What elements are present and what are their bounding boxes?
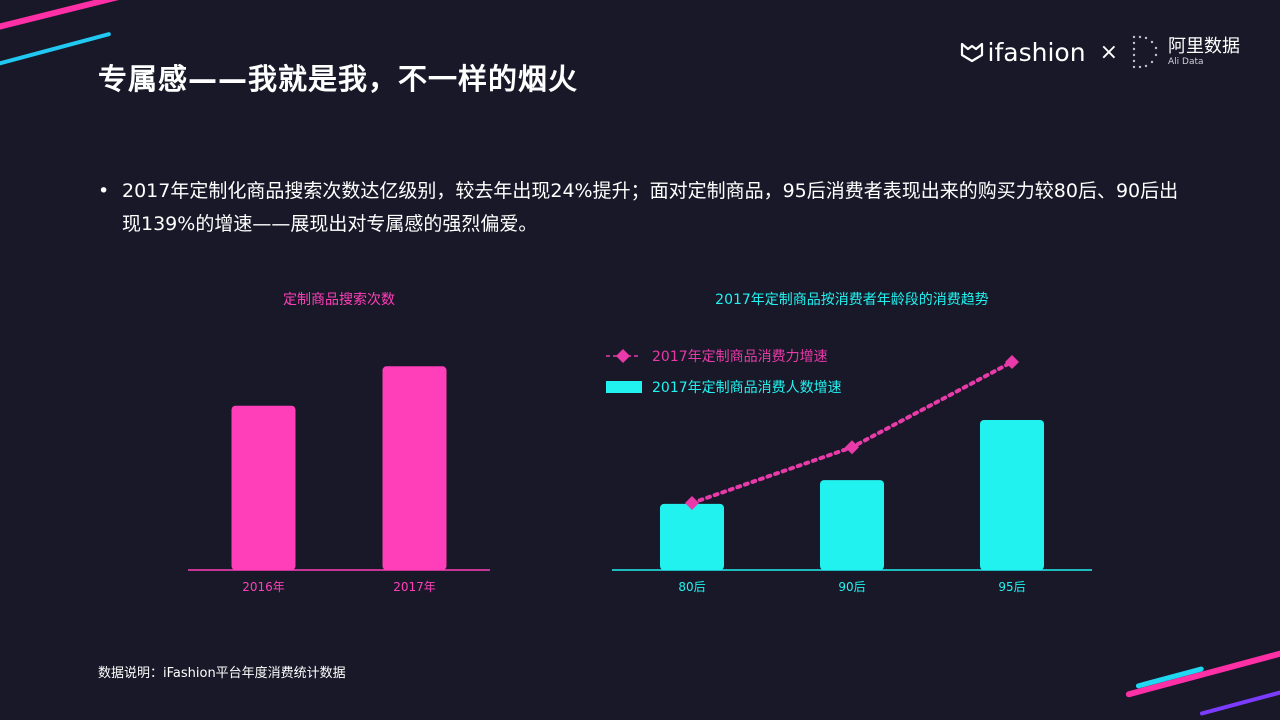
- ali-data-d-icon: [1132, 35, 1158, 69]
- decor-stripe-cyan-top: [0, 31, 112, 68]
- chart2-line-point-95后: [1005, 355, 1019, 369]
- summary-bullet: • 2017年定制化商品搜索次数达亿级别，较去年出现24%提升；面对定制商品，9…: [98, 175, 1188, 241]
- ali-data-name: 阿里数据: [1168, 36, 1240, 57]
- ifashion-cat-icon: [960, 42, 983, 63]
- decor-stripe-purple-bottom: [1199, 688, 1280, 716]
- chart2-line-point-80后: [685, 496, 699, 510]
- collab-times-icon: ×: [1099, 39, 1118, 65]
- legend-bar-label: 2017年定制商品消费人数增速: [652, 380, 842, 396]
- chart2-bar-80后: [660, 503, 724, 570]
- ifashion-brand-text: ifashion: [987, 37, 1086, 67]
- chart2-tick-label: 80后: [678, 580, 705, 594]
- chart1-tick-label: 2016年: [242, 580, 285, 594]
- chart2-line-point-90后: [845, 440, 859, 455]
- chart1-title: 定制商品搜索次数: [283, 292, 395, 308]
- legend-line-label: 2017年定制商品消费力增速: [652, 349, 828, 365]
- chart2-bar-95后: [980, 420, 1044, 570]
- decor-stripe-pink-top: [0, 0, 185, 32]
- brand-logo: ifashion × 阿里数据 Ali Data: [960, 30, 1240, 74]
- summary-text: 2017年定制化商品搜索次数达亿级别，较去年出现24%提升；面对定制商品，95后…: [122, 180, 1179, 235]
- legend-bar-swatch: [606, 381, 642, 393]
- decor-stripe-pink-bottom: [1125, 648, 1280, 698]
- chart2-tick-label: 90后: [838, 580, 865, 594]
- chart1-tick-label: 2017年: [393, 580, 436, 594]
- chart-age-trend: 80后 90后 95后 2017年定制商品消费力增速 2017年定制商品消费人数增速: [606, 349, 1092, 594]
- page-title: 专属感——我就是我，不一样的烟火: [98, 62, 579, 96]
- chart2-tick-label: 95后: [998, 580, 1025, 594]
- chart2-bar-90后: [820, 480, 884, 570]
- chart2-title: 2017年定制商品按消费者年龄段的消费趋势: [715, 292, 989, 308]
- chart1-bar-2016年: [231, 405, 296, 570]
- data-source-note: 数据说明：iFashion平台年度消费统计数据: [98, 666, 346, 681]
- legend-diamond-icon: [616, 349, 630, 363]
- bullet-dot-icon: •: [98, 180, 110, 202]
- chart-search-count: 2016年 2017年: [188, 366, 490, 594]
- ali-data-subtitle: Ali Data: [1168, 57, 1204, 67]
- chart1-bar-2017年: [382, 366, 447, 570]
